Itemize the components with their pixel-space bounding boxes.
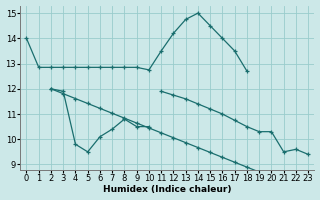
X-axis label: Humidex (Indice chaleur): Humidex (Indice chaleur): [103, 185, 232, 194]
